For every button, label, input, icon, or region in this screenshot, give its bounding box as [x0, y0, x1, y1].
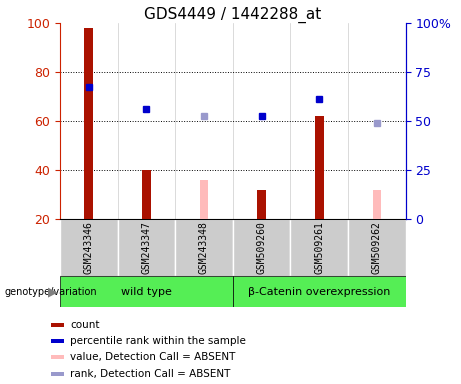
- Text: GSM509262: GSM509262: [372, 221, 382, 274]
- Text: rank, Detection Call = ABSENT: rank, Detection Call = ABSENT: [70, 369, 230, 379]
- Bar: [315, 116, 324, 219]
- Bar: [233, 219, 290, 276]
- Text: β-Catenin overexpression: β-Catenin overexpression: [248, 287, 390, 297]
- Bar: [257, 190, 266, 219]
- Bar: [51, 372, 65, 376]
- Bar: [233, 276, 406, 307]
- Text: count: count: [70, 319, 100, 330]
- Text: percentile rank within the sample: percentile rank within the sample: [70, 336, 246, 346]
- Bar: [200, 180, 208, 219]
- Text: GSM243348: GSM243348: [199, 221, 209, 274]
- Bar: [60, 276, 233, 307]
- Bar: [372, 190, 381, 219]
- Bar: [118, 219, 175, 276]
- Bar: [290, 219, 348, 276]
- Bar: [175, 219, 233, 276]
- Text: value, Detection Call = ABSENT: value, Detection Call = ABSENT: [70, 352, 236, 362]
- Text: genotype/variation: genotype/variation: [5, 287, 97, 297]
- Text: wild type: wild type: [121, 287, 172, 297]
- Text: GSM509261: GSM509261: [314, 221, 324, 274]
- Text: GSM243346: GSM243346: [84, 221, 94, 274]
- Text: ▶: ▶: [48, 285, 58, 298]
- Text: GSM243347: GSM243347: [142, 221, 151, 274]
- Title: GDS4449 / 1442288_at: GDS4449 / 1442288_at: [144, 7, 321, 23]
- Bar: [142, 170, 151, 219]
- Bar: [51, 339, 65, 343]
- Bar: [348, 219, 406, 276]
- Bar: [51, 323, 65, 327]
- Bar: [51, 355, 65, 359]
- Text: GSM509260: GSM509260: [257, 221, 266, 274]
- Bar: [60, 219, 118, 276]
- Bar: [84, 28, 93, 219]
